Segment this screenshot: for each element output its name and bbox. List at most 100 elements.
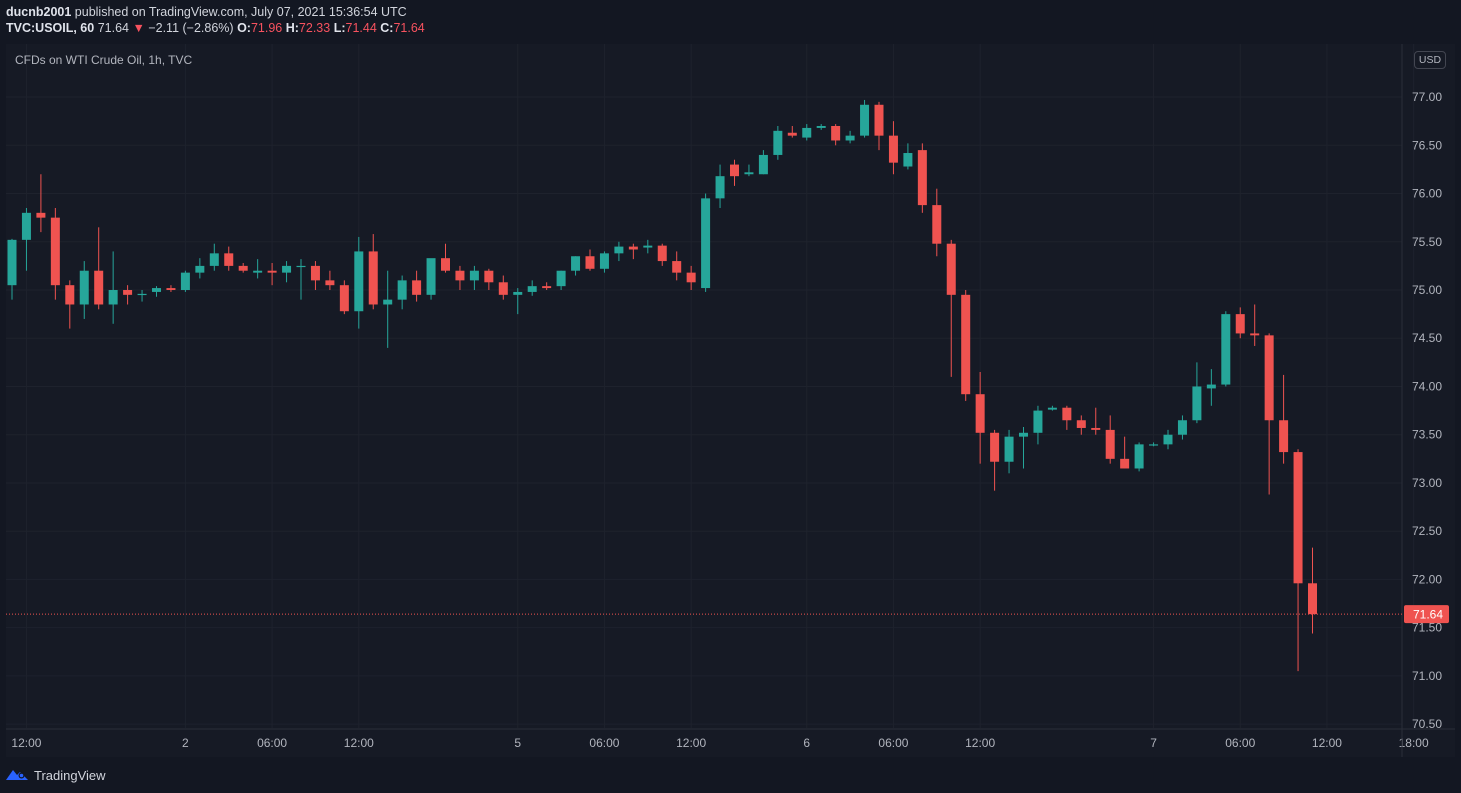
candle[interactable] (802, 124, 812, 141)
candle[interactable] (397, 275, 407, 310)
candle[interactable] (643, 239, 653, 254)
candle[interactable] (469, 265, 479, 291)
candle[interactable] (1264, 333, 1274, 495)
candle[interactable] (527, 280, 537, 296)
candle[interactable] (787, 126, 797, 138)
candle[interactable] (1250, 304, 1260, 346)
candle[interactable] (180, 270, 190, 292)
candle[interactable] (1177, 415, 1187, 440)
candle[interactable] (1206, 369, 1216, 406)
candle[interactable] (325, 270, 335, 291)
candle[interactable] (7, 238, 17, 300)
candle[interactable] (1192, 362, 1202, 424)
candle[interactable] (513, 288, 523, 315)
candle[interactable] (961, 290, 971, 401)
candle[interactable] (108, 251, 118, 324)
candle[interactable] (701, 193, 711, 292)
y-tick-label: 71.50 (1412, 621, 1442, 635)
candle[interactable] (1062, 405, 1072, 430)
candle[interactable] (628, 243, 638, 260)
candle[interactable] (267, 262, 277, 286)
candle[interactable] (946, 239, 956, 377)
candle[interactable] (426, 258, 436, 300)
candle[interactable] (599, 251, 609, 273)
candle[interactable] (79, 261, 89, 319)
candle[interactable] (1149, 442, 1159, 447)
candle[interactable] (1279, 374, 1289, 464)
candle[interactable] (816, 124, 826, 130)
candle[interactable] (1120, 436, 1130, 469)
candle[interactable] (282, 261, 292, 283)
candle[interactable] (874, 101, 884, 151)
candle[interactable] (354, 236, 364, 329)
candle[interactable] (238, 262, 248, 273)
currency-button[interactable]: USD (1414, 51, 1446, 69)
candle[interactable] (831, 124, 841, 146)
chart-area[interactable] (6, 44, 1455, 757)
candle[interactable] (195, 258, 205, 279)
candle[interactable] (975, 372, 985, 464)
candle[interactable] (368, 234, 378, 310)
candle[interactable] (672, 251, 682, 281)
candle[interactable] (166, 285, 176, 292)
candle[interactable] (296, 259, 306, 300)
candle[interactable] (614, 241, 624, 262)
x-tick-label: 06:00 (257, 736, 287, 750)
candle[interactable] (137, 290, 147, 302)
candle[interactable] (773, 126, 783, 160)
candle[interactable] (571, 256, 581, 276)
candle[interactable] (152, 286, 161, 297)
candle[interactable] (412, 270, 422, 302)
author-name[interactable]: ducnb2001 (6, 5, 72, 19)
candle[interactable] (1308, 547, 1317, 634)
candle[interactable] (556, 270, 566, 291)
candle[interactable] (209, 243, 219, 271)
candle[interactable] (1221, 311, 1231, 387)
candle[interactable] (758, 150, 768, 175)
candle[interactable] (730, 159, 739, 186)
candle[interactable] (253, 259, 263, 279)
candle[interactable] (50, 208, 60, 300)
candle[interactable] (36, 174, 46, 233)
candle[interactable] (383, 270, 393, 348)
candle[interactable] (715, 164, 725, 209)
open-value: 71.96 (250, 21, 283, 35)
candle[interactable] (339, 280, 349, 315)
candle[interactable] (1033, 405, 1043, 445)
candle[interactable] (845, 130, 855, 144)
candle[interactable] (1163, 429, 1173, 450)
candle[interactable] (686, 265, 696, 291)
candle[interactable] (888, 121, 898, 175)
candle[interactable] (860, 99, 870, 138)
candle[interactable] (932, 188, 942, 257)
candle[interactable] (657, 243, 667, 266)
candle[interactable] (455, 265, 465, 291)
candle[interactable] (990, 429, 1000, 491)
candle[interactable] (1091, 407, 1101, 435)
candle[interactable] (585, 249, 595, 271)
candle[interactable] (917, 143, 927, 213)
candle[interactable] (1019, 427, 1028, 469)
candle[interactable] (498, 275, 508, 300)
candle[interactable] (310, 261, 320, 291)
candle[interactable] (903, 143, 913, 170)
candle[interactable] (65, 280, 75, 329)
candle[interactable] (441, 243, 450, 273)
candle[interactable] (1004, 429, 1014, 474)
candle[interactable] (1235, 307, 1245, 339)
chart-legend[interactable]: CFDs on WTI Crude Oil, 1h, TVC (15, 53, 193, 67)
candle[interactable] (1293, 449, 1303, 672)
candle[interactable] (1105, 415, 1115, 464)
candle[interactable] (1047, 405, 1057, 411)
candle[interactable] (224, 246, 234, 271)
candle[interactable] (542, 282, 552, 291)
candle[interactable] (484, 268, 494, 291)
candle[interactable] (744, 164, 754, 177)
candle[interactable] (94, 227, 104, 310)
footer-brand[interactable]: TradingView (6, 765, 106, 785)
candle[interactable] (21, 208, 31, 271)
candle[interactable] (123, 285, 133, 305)
candle[interactable] (1134, 442, 1144, 472)
candle[interactable] (1076, 415, 1086, 435)
